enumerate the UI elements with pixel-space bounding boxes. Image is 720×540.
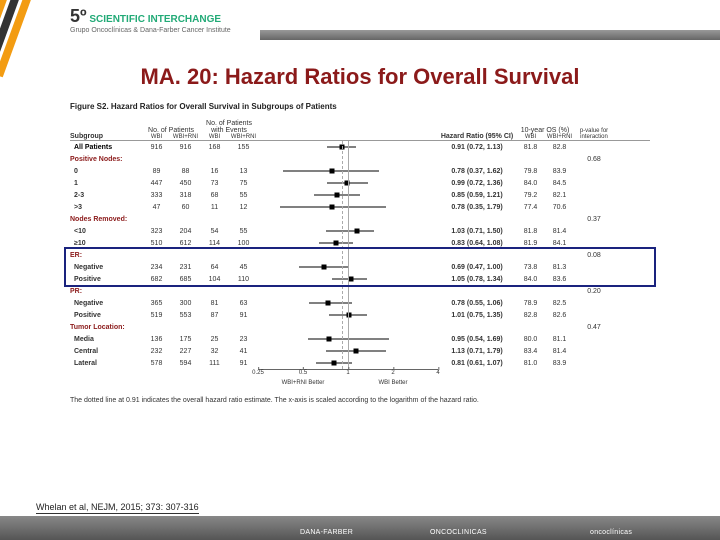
- banner-text: 5º SCIENTIFIC INTERCHANGE Grupo Oncoclín…: [70, 6, 231, 34]
- table-row: 0898816130.78 (0.37, 1.62)79.883.9: [70, 165, 650, 177]
- table-row: All Patients9169161681550.91 (0.72, 1.13…: [70, 141, 650, 153]
- table-row: Nodes Removed:0.37: [70, 213, 650, 225]
- hdr-subgroup: Subgroup: [70, 133, 142, 140]
- axis-left-label: WBI+RNI Better: [282, 380, 325, 386]
- footer-logo-3: oncoclínicas: [590, 529, 632, 536]
- table-row: 144745073750.99 (0.72, 1.36)84.084.5: [70, 177, 650, 189]
- citation: Whelan et al, NEJM, 2015; 373: 307-316: [36, 502, 199, 512]
- table-row: Media13617525230.95 (0.54, 1.69)80.081.1: [70, 333, 650, 345]
- hdr-os: 10-year OS (%) WBIWBI+RNI: [516, 127, 574, 140]
- table-row: Central23222732411.13 (0.71, 1.79)83.481…: [70, 345, 650, 357]
- hdr-npatients: No. of Patients WBIWBI+RNI: [142, 127, 200, 140]
- table-row: Lateral578594111910.81 (0.61, 1.07)81.08…: [70, 357, 650, 369]
- table-row: ER:0.08: [70, 249, 650, 261]
- forest-plot: Subgroup No. of Patients WBIWBI+RNI No. …: [70, 115, 650, 389]
- banner-stripes: [0, 0, 60, 60]
- table-row: PR:0.20: [70, 285, 650, 297]
- banner-prefix: 5º: [70, 6, 87, 26]
- table-row: Positive51955387911.01 (0.75, 1.35)82.88…: [70, 309, 650, 321]
- table-row: Positive6826851041101.05 (0.78, 1.34)84.…: [70, 273, 650, 285]
- header-row: Subgroup No. of Patients WBIWBI+RNI No. …: [70, 115, 650, 141]
- hdr-hr: Hazard Ratio (95% CI): [438, 133, 516, 140]
- slide-title: MA. 20: Hazard Ratios for Overall Surviv…: [0, 64, 720, 90]
- hdr-nevents: No. of Patients with Events WBIWBI+RNI: [200, 120, 258, 140]
- table-row: Negative36530081630.78 (0.55, 1.06)78.98…: [70, 297, 650, 309]
- table-row: <1032320454551.03 (0.71, 1.50)81.881.4: [70, 225, 650, 237]
- banner-title: SCIENTIFIC INTERCHANGE: [89, 14, 221, 25]
- axis-right-label: WBI Better: [378, 380, 407, 386]
- hdr-pval: p-value for interaction: [574, 128, 614, 140]
- table-row: Positive Nodes:0.68: [70, 153, 650, 165]
- table-row: >3476011120.78 (0.35, 1.79)77.470.6: [70, 201, 650, 213]
- figure: Figure S2. Hazard Ratios for Overall Sur…: [70, 102, 650, 404]
- table-row: Tumor Location:0.47: [70, 321, 650, 333]
- table-row: ≥105106121141000.83 (0.64, 1.08)81.984.1: [70, 237, 650, 249]
- banner-subtitle: Grupo Oncoclínicas & Dana-Farber Cancer …: [70, 27, 231, 34]
- table-row: 2-333331868550.85 (0.59, 1.21)79.282.1: [70, 189, 650, 201]
- x-axis: WBI+RNI Better WBI Better 0.250.5124: [70, 369, 650, 389]
- footer-logo-2: ONCOCLINICAS: [430, 529, 487, 536]
- banner-bar: [260, 30, 720, 40]
- footer: Whelan et al, NEJM, 2015; 373: 307-316 D…: [0, 506, 720, 540]
- figure-caption: The dotted line at 0.91 indicates the ov…: [70, 397, 650, 404]
- footer-logo-1: DANA-FARBER: [300, 529, 353, 536]
- footer-bar: [0, 516, 720, 540]
- header-banner: 5º SCIENTIFIC INTERCHANGE Grupo Oncoclín…: [0, 0, 720, 46]
- figure-title: Figure S2. Hazard Ratios for Overall Sur…: [70, 102, 650, 111]
- table-row: Negative23423164450.69 (0.47, 1.00)73.88…: [70, 261, 650, 273]
- forest-rows: All Patients9169161681550.91 (0.72, 1.13…: [70, 141, 650, 369]
